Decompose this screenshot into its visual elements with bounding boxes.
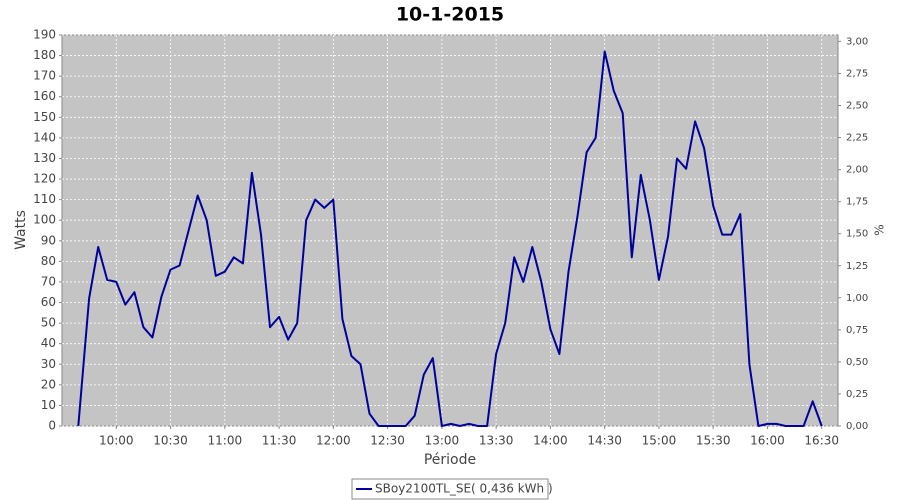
legend-label: SBoy2100TL_SE( 0,436 kWh ) bbox=[375, 482, 553, 496]
y-tick-label: 110 bbox=[33, 192, 56, 206]
y2-tick-label: 3,00 bbox=[846, 36, 868, 47]
y2-tick-label: 1,50 bbox=[846, 229, 868, 240]
y2-tick-label: 2,75 bbox=[846, 68, 868, 79]
y-tick-label: 150 bbox=[33, 110, 56, 124]
y-tick-label: 130 bbox=[33, 151, 56, 165]
x-tick-label: 10:00 bbox=[99, 434, 134, 448]
y-tick-label: 20 bbox=[41, 377, 56, 391]
y-tick-label: 170 bbox=[33, 69, 56, 83]
y-tick-label: 90 bbox=[41, 233, 56, 247]
y-tick-label: 120 bbox=[33, 172, 56, 186]
y2-tick-label: 1,75 bbox=[846, 197, 868, 208]
chart-title: 10-1-2015 bbox=[396, 4, 504, 26]
x-tick-label: 11:30 bbox=[262, 434, 297, 448]
y2-tick-label: 0,75 bbox=[846, 325, 868, 336]
y2-tick-label: 0,00 bbox=[846, 421, 868, 432]
y-tick-label: 80 bbox=[41, 254, 56, 268]
y-tick-label: 100 bbox=[33, 213, 56, 227]
y-tick-label: 60 bbox=[41, 295, 56, 309]
y-tick-label: 160 bbox=[33, 89, 56, 103]
y2-tick-label: 2,00 bbox=[846, 165, 868, 176]
y-tick-label: 70 bbox=[41, 274, 56, 288]
y-tick-label: 0 bbox=[48, 419, 56, 433]
y2-tick-label: 1,00 bbox=[846, 293, 868, 304]
y2-tick-label: 0,25 bbox=[846, 389, 868, 400]
y-axis-label: Watts bbox=[13, 210, 29, 250]
x-tick-label: 12:00 bbox=[316, 434, 351, 448]
x-tick-label: 12:30 bbox=[370, 434, 405, 448]
y-tick-label: 50 bbox=[41, 316, 56, 330]
y-tick-label: 140 bbox=[33, 130, 56, 144]
y-tick-label: 10 bbox=[41, 398, 56, 412]
y2-tick-label: 1,25 bbox=[846, 261, 868, 272]
x-tick-label: 13:30 bbox=[479, 434, 514, 448]
x-tick-label: 10:30 bbox=[153, 434, 188, 448]
y-tick-label: 40 bbox=[41, 336, 56, 350]
series-line bbox=[77, 50, 823, 427]
x-tick-label: 13:00 bbox=[425, 434, 460, 448]
x-tick-label: 16:30 bbox=[804, 434, 839, 448]
x-axis-label: Période bbox=[424, 452, 476, 468]
x-tick-label: 14:30 bbox=[587, 434, 622, 448]
y2-tick-label: 0,50 bbox=[846, 357, 868, 368]
x-tick-label: 14:00 bbox=[533, 434, 568, 448]
x-tick-label: 11:00 bbox=[208, 434, 243, 448]
x-tick-label: 15:30 bbox=[696, 434, 731, 448]
legend bbox=[351, 478, 549, 500]
plot-area bbox=[61, 34, 839, 427]
y2-tick-label: 2,50 bbox=[846, 101, 868, 112]
y2-axis-label: % bbox=[873, 224, 887, 235]
y-tick-label: 30 bbox=[41, 357, 56, 371]
x-tick-label: 16:00 bbox=[750, 434, 785, 448]
y2-tick-label: 2,25 bbox=[846, 133, 868, 144]
y-tick-label: 190 bbox=[33, 28, 56, 42]
x-tick-label: 15:00 bbox=[642, 434, 677, 448]
y-tick-label: 180 bbox=[33, 48, 56, 62]
